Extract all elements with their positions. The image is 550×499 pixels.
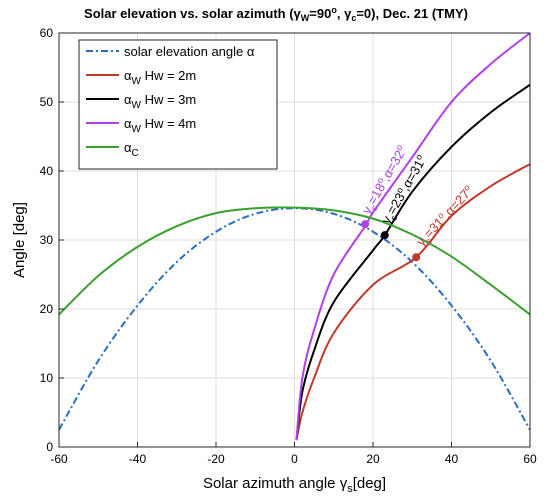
y-tick-label: 20 <box>40 302 54 316</box>
series-lines <box>58 32 531 441</box>
series-alpha-w-hw-4m-legend-label: αW Hw = 4m <box>124 116 196 135</box>
intersection-marker <box>412 253 421 262</box>
intersection-marker <box>361 220 370 229</box>
y-tick-label: 60 <box>40 26 54 40</box>
chart-title: Solar elevation vs. solar azimuth (γW=90… <box>84 5 468 23</box>
x-axis-label: Solar azimuth angle γs[deg] <box>203 475 386 495</box>
y-tick-label: 0 <box>46 440 53 454</box>
y-tick-label: 50 <box>40 95 54 109</box>
y-tick-label: 40 <box>40 164 54 178</box>
y-tick-label: 10 <box>40 371 54 385</box>
series-alpha-w-hw-3m-line <box>295 83 531 441</box>
x-tick-label: 40 <box>445 452 459 466</box>
series-alpha-w-hw-4m-line <box>295 32 531 441</box>
x-tick-label: -60 <box>50 452 68 466</box>
series-alpha-c-legend-label: αC <box>124 140 139 159</box>
x-tick-label: 20 <box>366 452 380 466</box>
x-tick-label: 0 <box>291 452 298 466</box>
series-alpha-w-hw-2m-line <box>295 163 531 441</box>
markers <box>361 220 421 262</box>
y-axis-label: Angle [deg] <box>11 202 28 278</box>
series-alpha-w-hw-2m-legend-label: αW Hw = 2m <box>124 68 196 87</box>
series-alpha-c-line <box>58 206 531 316</box>
x-tick-label: 60 <box>523 452 537 466</box>
series-alpha-w-hw-3m-legend-label: αW Hw = 3m <box>124 92 196 111</box>
x-tick-label: -20 <box>207 452 225 466</box>
legend: solar elevation angle α αW Hw = 2m αW Hw =… <box>78 39 278 170</box>
series-solar-elevation-legend-label: solar elevation angle α <box>124 44 255 59</box>
x-tick-label: -40 <box>129 452 147 466</box>
ticks: -60 -40 -20 0 20 40 60 0 10 20 30 40 50 60 <box>40 26 537 466</box>
y-tick-label: 30 <box>40 233 54 247</box>
intersection-marker <box>380 231 389 240</box>
